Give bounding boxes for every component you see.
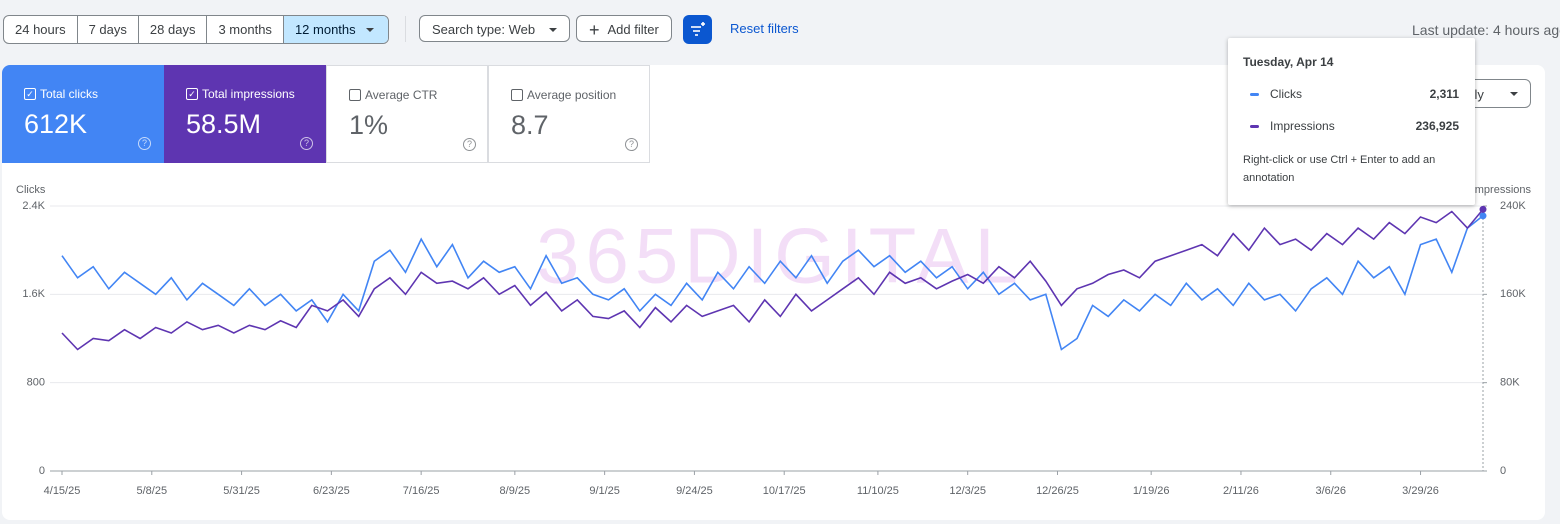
y-axis-title: Clicks [16,184,46,196]
x-tick-label: 8/9/25 [500,485,531,497]
card-value: 1% [349,110,389,140]
x-tick-label: 12/26/25 [1036,485,1079,497]
metric-card[interactable]: ✓ Total impressions 58.5M? [164,65,326,163]
x-tick-label: 12/3/25 [949,485,986,497]
x-tick-label: 4/15/25 [44,485,81,497]
card-label: Total impressions [202,87,295,101]
metric-card[interactable]: Average CTR 1%? [326,65,488,163]
tooltip-title: Tuesday, Apr 14 [1243,55,1334,69]
help-icon: ? [625,138,638,151]
checkbox [511,89,523,101]
hover-dot [1479,205,1487,213]
divider [405,16,406,42]
y-tick-label: 1.6K [22,288,45,300]
checkbox [349,89,361,101]
x-tick-label: 10/17/25 [763,485,806,497]
x-tick-label: 9/24/25 [676,485,713,497]
x-tick-label: 2/11/26 [1223,485,1259,497]
card-value: 8.7 [511,110,549,140]
checkbox: ✓ [186,88,198,100]
x-tick-label: 1/19/26 [1133,485,1170,497]
tooltip-series-name: Impressions [1270,119,1335,133]
x-tick-label: 3/6/26 [1315,485,1346,497]
range-button[interactable]: 7 days [78,16,139,43]
tooltip-value: 236,925 [1415,119,1459,133]
add-filter-label: Add filter [607,22,659,37]
card-label: Average position [527,88,617,102]
y-tick-label: 800 [27,377,45,389]
card-value: 58.5M [186,109,262,139]
filter-icon-button[interactable] [683,15,712,44]
x-tick-label: 9/1/25 [589,485,620,497]
legend-swatch [1250,93,1259,96]
y2-tick-label: 80K [1500,377,1520,389]
x-tick-label: 3/29/26 [1402,485,1439,497]
checkbox: ✓ [24,88,36,100]
tooltip-series-name: Clicks [1270,87,1302,101]
tooltip: Tuesday, Apr 14 Clicks 2,311 Impressions 23… [1228,38,1475,205]
x-tick-label: 7/16/25 [403,485,440,497]
card-value: 612K [24,109,88,139]
x-tick-label: 6/23/25 [313,485,350,497]
tooltip-value: 2,311 [1429,87,1459,101]
range-button[interactable]: 3 months [207,16,284,43]
help-icon: ? [138,137,151,150]
x-tick-label: 5/8/25 [136,485,167,497]
help-icon: ? [463,138,476,151]
search-type-dropdown[interactable]: Search type: Web [419,15,571,42]
metric-card[interactable]: Average position 8.7? [488,65,650,163]
y2-tick-label: 240K [1500,200,1526,212]
series-line [61,208,1484,351]
range-button[interactable]: 12 months [283,16,388,43]
last-update: Last update: 4 hours ago [1412,22,1560,38]
x-tick-label: 11/10/25 [857,485,899,497]
series-line [61,215,1484,351]
range-selector: 24 hours 7 days 28 days 3 months 12 months [3,15,389,44]
y2-tick-label: 160K [1500,288,1526,300]
y-tick-label: 2.4K [22,200,45,212]
reset-filters-link[interactable]: Reset filters [730,21,799,36]
y2-axis-title: Impressions [1472,184,1532,196]
card-label: Total clicks [40,87,99,101]
metric-card[interactable]: ✓ Total clicks 612K? [2,65,164,163]
search-type-label: Search type: Web [432,22,536,37]
legend-swatch [1250,125,1259,128]
y-tick-label: 0 [39,465,45,477]
x-tick-label: 5/31/25 [223,485,260,497]
tooltip-note: Right-click or use Ctrl + Enter to add a… [1243,154,1436,184]
y2-tick-label: 0 [1500,465,1506,477]
range-button[interactable]: 24 hours [4,16,78,43]
range-button[interactable]: 28 days [139,16,208,43]
hover-dot [1479,212,1487,220]
help-icon: ? [300,137,313,150]
watermark: 365DIGITAL [536,212,1024,300]
add-filter-button[interactable]: + Add filter [576,15,672,42]
card-label: Average CTR [365,88,438,102]
